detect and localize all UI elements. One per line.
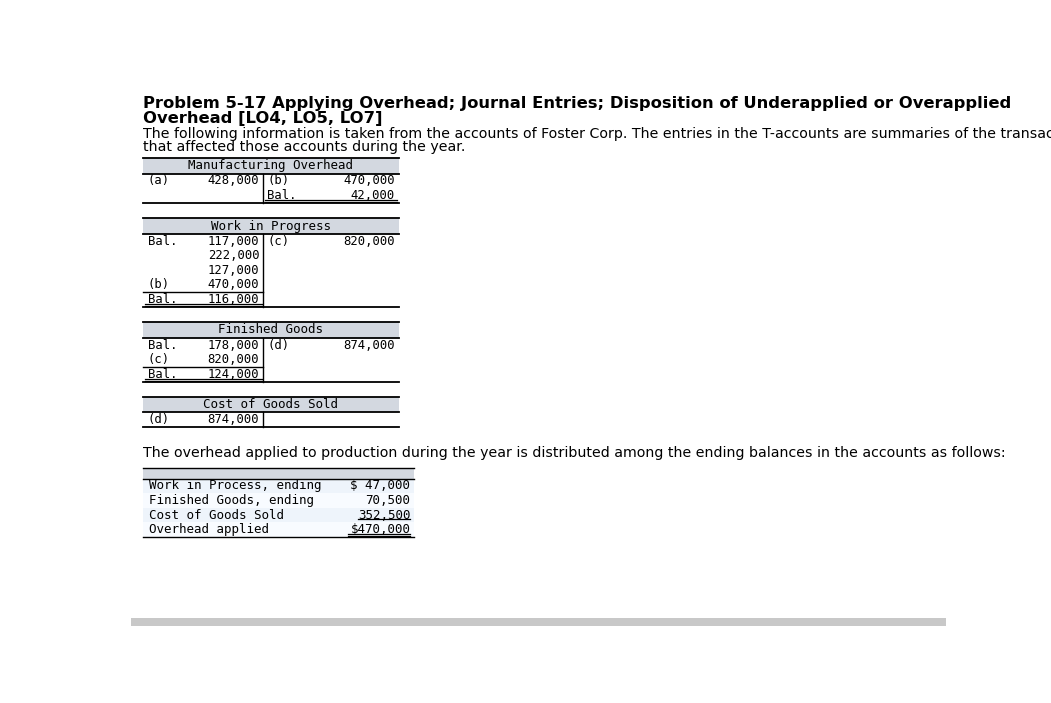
Text: $ 47,000: $ 47,000: [350, 479, 410, 492]
Text: Bal.: Bal.: [147, 339, 178, 352]
Bar: [143, 219, 398, 233]
Text: Work in Process, ending: Work in Process, ending: [149, 479, 322, 492]
Text: 874,000: 874,000: [344, 339, 395, 352]
Text: Overhead [LO4, LO5, LO7]: Overhead [LO4, LO5, LO7]: [143, 110, 383, 126]
Bar: [143, 248, 398, 263]
Text: 117,000: 117,000: [208, 235, 260, 247]
Bar: [143, 292, 398, 307]
Bar: [143, 352, 398, 367]
Text: (c): (c): [267, 235, 289, 247]
Text: Cost of Goods Sold: Cost of Goods Sold: [149, 509, 284, 522]
Text: Manufacturing Overhead: Manufacturing Overhead: [188, 160, 353, 172]
Text: 428,000: 428,000: [208, 174, 260, 188]
Text: 470,000: 470,000: [208, 278, 260, 292]
Text: (d): (d): [267, 339, 289, 352]
Bar: [143, 322, 398, 337]
Text: Work in Progress: Work in Progress: [211, 219, 331, 233]
Text: The overhead applied to production during the year is distributed among the endi: The overhead applied to production durin…: [143, 446, 1006, 460]
Bar: [143, 263, 398, 278]
Text: (c): (c): [147, 353, 170, 366]
Bar: [143, 397, 398, 413]
Text: Overhead applied: Overhead applied: [149, 523, 269, 536]
Bar: [143, 188, 398, 203]
Bar: [143, 174, 398, 188]
Text: 470,000: 470,000: [344, 174, 395, 188]
Bar: [143, 479, 414, 494]
Text: 42,000: 42,000: [351, 189, 395, 202]
Text: 124,000: 124,000: [208, 368, 260, 381]
Text: $470,000: $470,000: [350, 523, 410, 536]
Text: (b): (b): [267, 174, 289, 188]
Text: 820,000: 820,000: [344, 235, 395, 247]
Text: Bal.: Bal.: [267, 189, 296, 202]
Bar: [143, 278, 398, 292]
Bar: [143, 508, 414, 522]
Text: 352,500: 352,500: [358, 509, 410, 522]
Bar: [143, 158, 398, 174]
Text: 874,000: 874,000: [208, 413, 260, 426]
Text: Finished Goods, ending: Finished Goods, ending: [149, 494, 314, 507]
Bar: [143, 233, 398, 248]
Text: The following information is taken from the accounts of Foster Corp. The entries: The following information is taken from …: [143, 127, 1051, 141]
Bar: [143, 467, 414, 479]
Text: 116,000: 116,000: [208, 293, 260, 306]
Text: (a): (a): [147, 174, 170, 188]
Text: Finished Goods: Finished Goods: [219, 323, 324, 337]
Text: Bal.: Bal.: [147, 368, 178, 381]
Text: 127,000: 127,000: [208, 264, 260, 277]
Bar: [143, 494, 414, 508]
Bar: [143, 522, 414, 537]
Text: that affected those accounts during the year.: that affected those accounts during the …: [143, 140, 466, 154]
Text: 178,000: 178,000: [208, 339, 260, 352]
Bar: [143, 413, 398, 427]
Text: 820,000: 820,000: [208, 353, 260, 366]
Text: Bal.: Bal.: [147, 293, 178, 306]
Text: (d): (d): [147, 413, 170, 426]
Bar: [131, 618, 946, 626]
Bar: [143, 337, 398, 352]
Text: (b): (b): [147, 278, 170, 292]
Text: 70,500: 70,500: [366, 494, 410, 507]
Text: 222,000: 222,000: [208, 249, 260, 262]
Text: Cost of Goods Sold: Cost of Goods Sold: [204, 398, 338, 411]
Text: Bal.: Bal.: [147, 235, 178, 247]
Bar: [143, 367, 398, 382]
Text: Problem 5-17 Applying Overhead; Journal Entries; Disposition of Underapplied or : Problem 5-17 Applying Overhead; Journal …: [143, 96, 1011, 111]
